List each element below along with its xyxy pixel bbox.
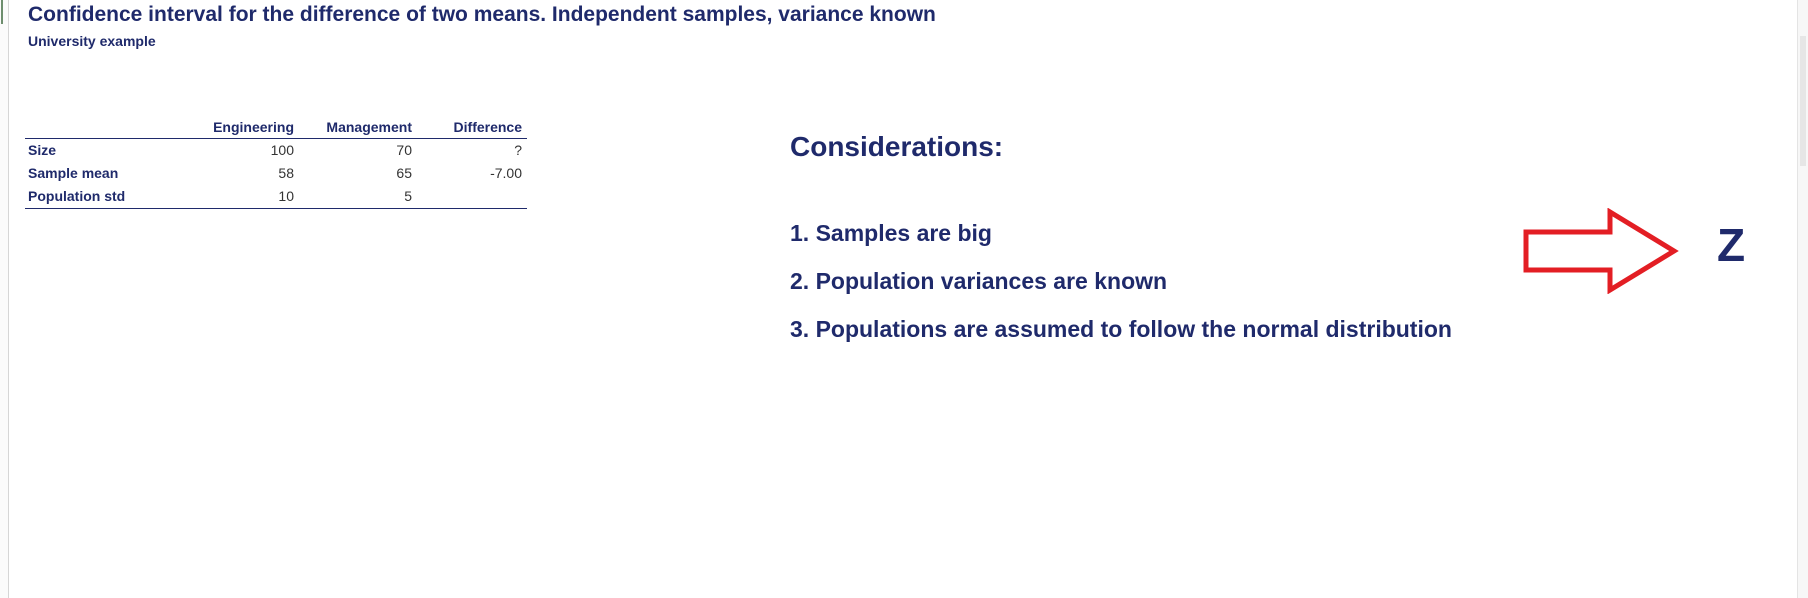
consideration-item: 3. Populations are assumed to follow the… [790, 316, 1452, 342]
row-label: Population std [28, 188, 126, 204]
cell-management-mean[interactable]: 65 [396, 165, 412, 181]
data-table: Engineering Management Difference Size 1… [25, 117, 527, 209]
vertical-scrollbar[interactable] [1797, 0, 1808, 598]
considerations-list: 1. Samples are big 2. Population varianc… [790, 215, 1452, 359]
cell-marker [1, 0, 3, 24]
row-label: Sample mean [28, 165, 119, 181]
table-header-row: Engineering Management Difference [25, 117, 527, 139]
table-row-sample-mean: Sample mean 58 65 -7.00 [25, 162, 527, 185]
table-row-population-std: Population std 10 5 [25, 185, 527, 209]
left-sheet-border [0, 0, 9, 598]
cell-engineering-size[interactable]: 100 [270, 142, 294, 158]
col-header-difference: Difference [453, 119, 522, 135]
table-row-size: Size 100 70 ? [25, 139, 527, 163]
corner-cell [25, 117, 151, 139]
cell-difference-size[interactable]: ? [514, 142, 522, 158]
cell-difference-std[interactable] [417, 185, 527, 209]
cell-engineering-std[interactable]: 10 [278, 188, 294, 204]
consideration-item: 1. Samples are big [790, 220, 992, 246]
col-header-management: Management [326, 119, 412, 135]
sheet-subtitle: University example [28, 33, 156, 49]
consideration-item: 2. Population variances are known [790, 268, 1168, 294]
cell-management-std[interactable]: 5 [404, 188, 412, 204]
right-arrow-icon [1523, 208, 1679, 294]
scrollbar-thumb[interactable] [1800, 36, 1806, 166]
cell-engineering-mean[interactable]: 58 [278, 165, 294, 181]
z-distribution-label: Z [1717, 219, 1746, 271]
col-header-engineering: Engineering [213, 119, 294, 135]
row-label: Size [28, 142, 57, 158]
cell-difference-mean[interactable]: -7.00 [490, 165, 522, 181]
sheet-title: Confidence interval for the difference o… [28, 3, 936, 26]
cell-management-size[interactable]: 70 [396, 142, 412, 158]
arrow-shape [1523, 208, 1679, 294]
considerations-title: Considerations: [790, 131, 1004, 162]
